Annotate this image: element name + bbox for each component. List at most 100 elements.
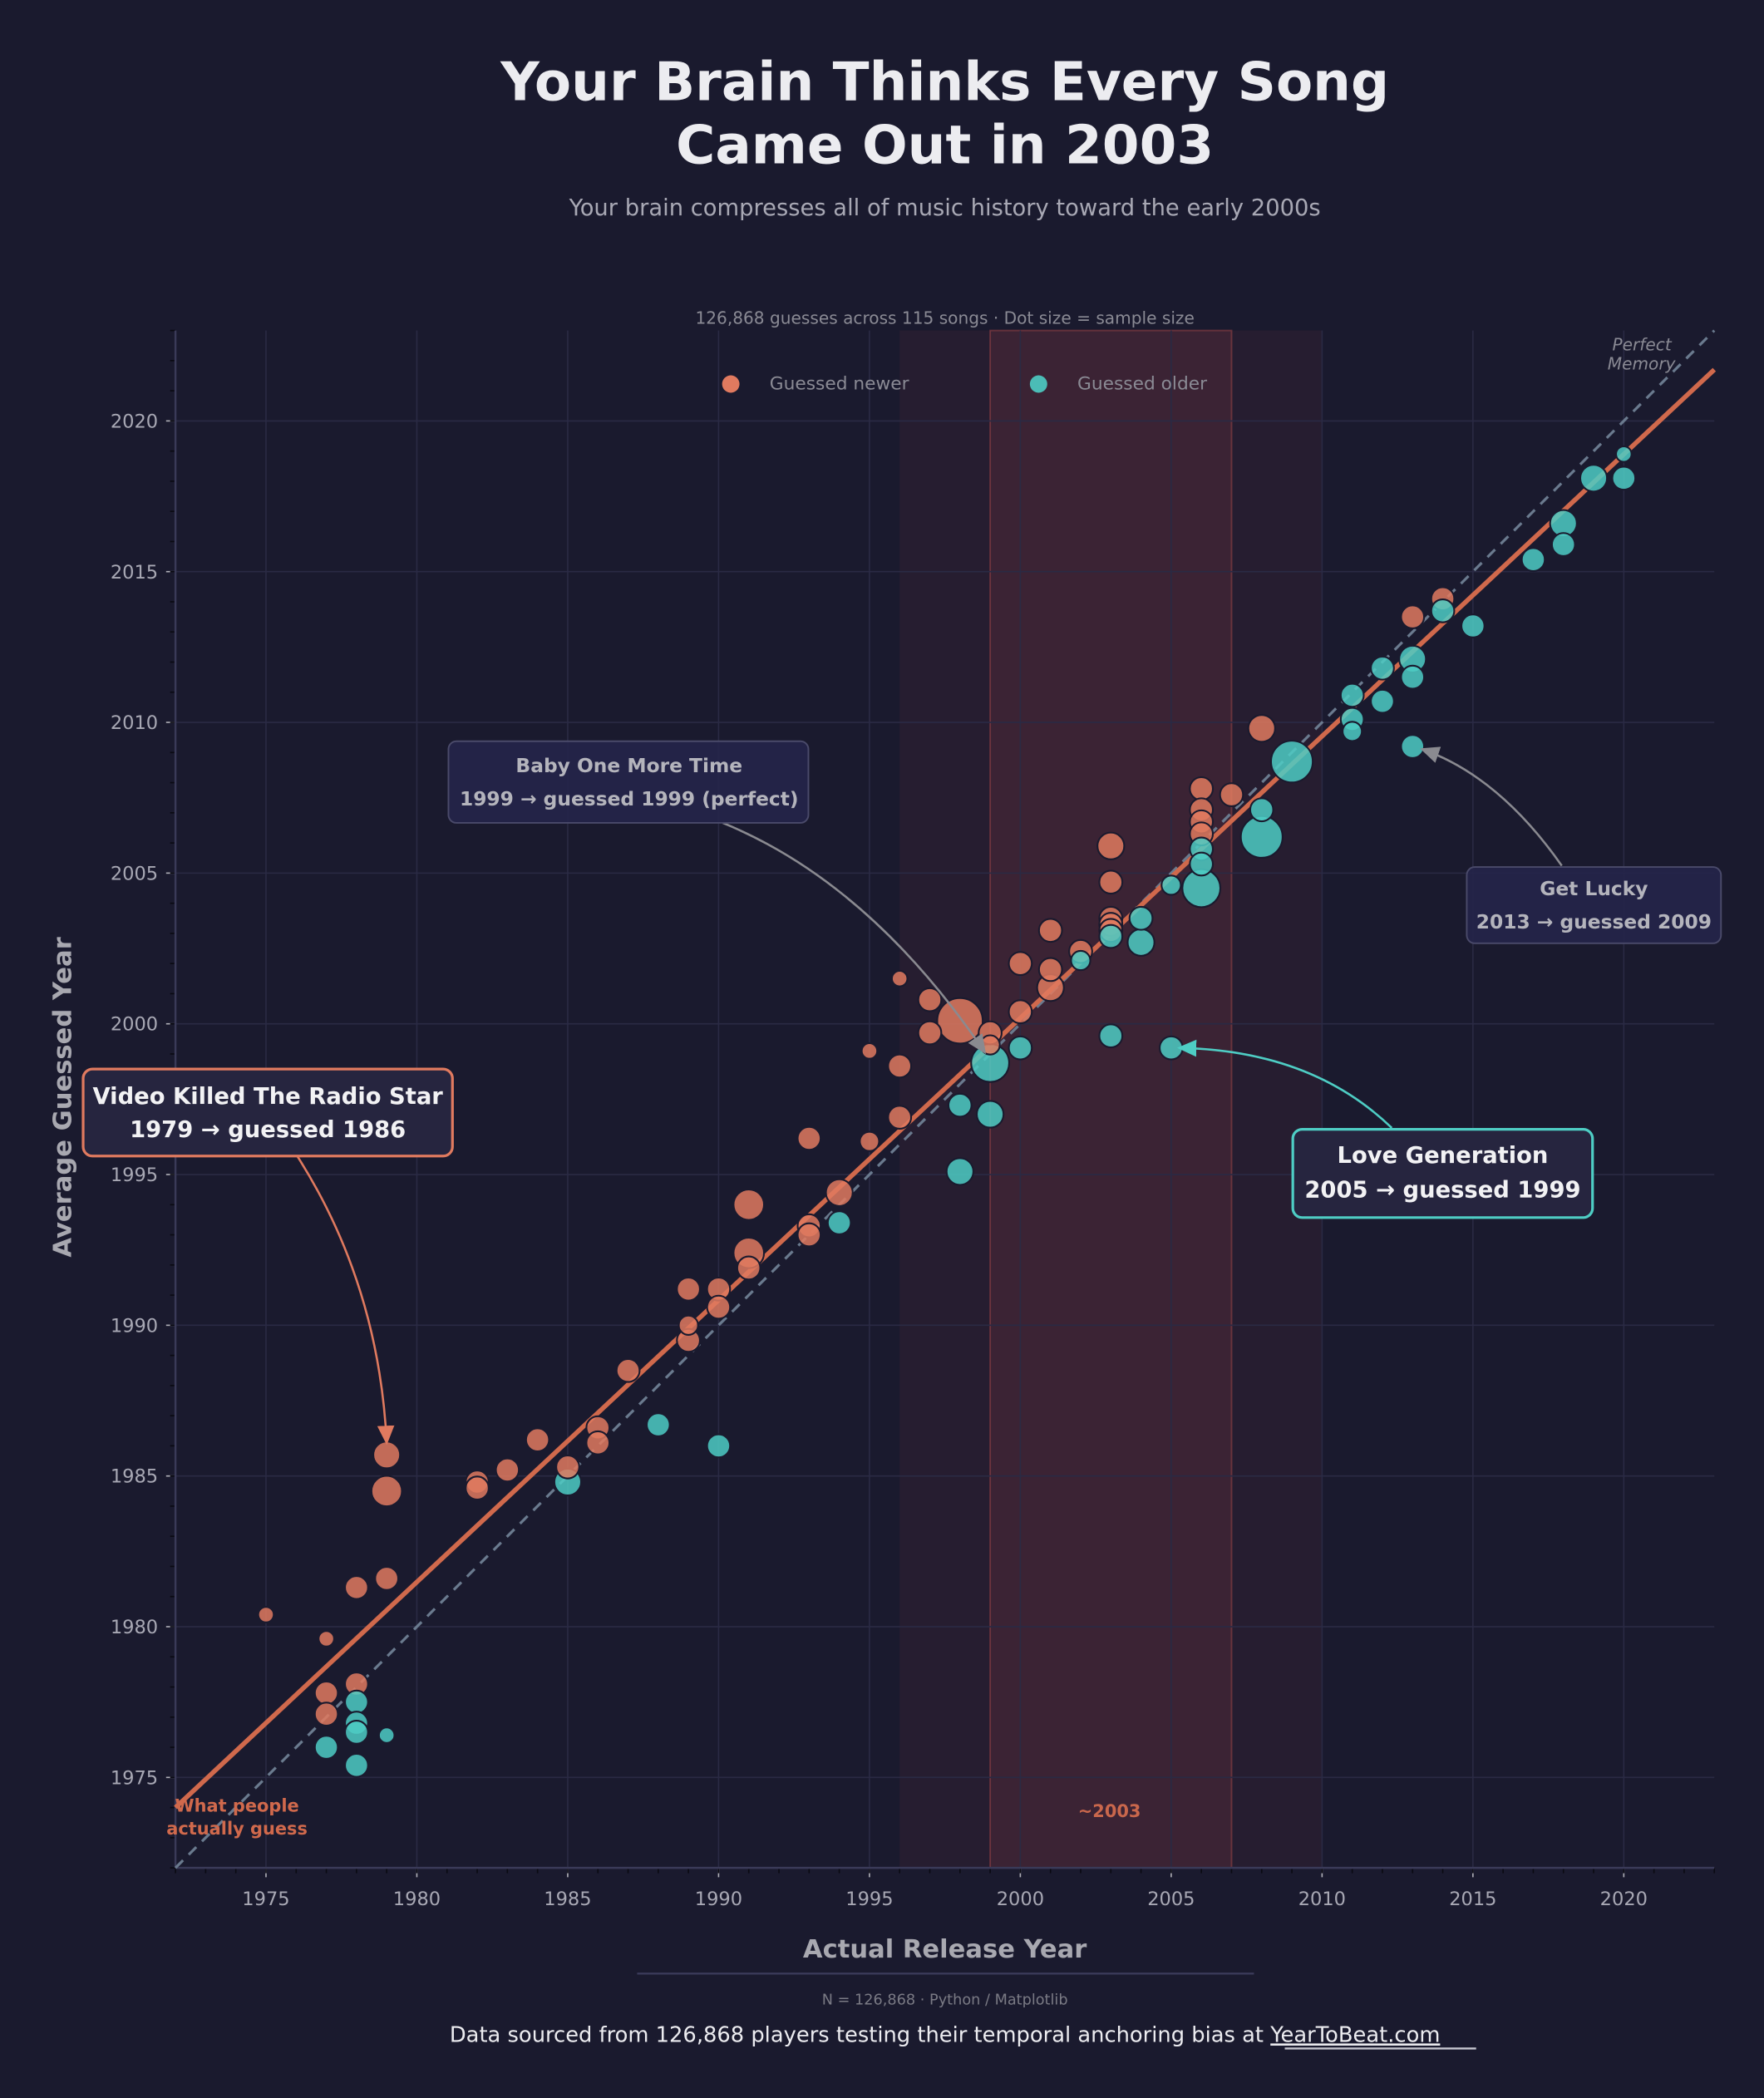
annotation-title: Video Killed The Radio Star bbox=[92, 1084, 443, 1110]
point-guessed-newer bbox=[676, 1276, 702, 1302]
y-tick-label: 2000 bbox=[111, 1014, 158, 1036]
fit-label-2: actually guess bbox=[166, 1819, 308, 1839]
y-tick-label: 1990 bbox=[111, 1315, 158, 1337]
y-axis-label: Average Guessed Year bbox=[49, 937, 78, 1257]
highlight-bands bbox=[899, 329, 1323, 1869]
point-guessed-older bbox=[706, 1433, 732, 1459]
x-tick-label: 2020 bbox=[1600, 1889, 1648, 1910]
point-guessed-older bbox=[1611, 465, 1637, 491]
point-guessed-older bbox=[1128, 905, 1154, 931]
point-guessed-newer bbox=[313, 1680, 339, 1706]
y-tick-label: 2010 bbox=[111, 712, 158, 734]
fit-line bbox=[174, 367, 1717, 1810]
point-guessed-newer bbox=[936, 997, 984, 1045]
point-guessed-newer bbox=[825, 1178, 854, 1207]
point-guessed-newer bbox=[555, 1454, 580, 1480]
annotation-box bbox=[1466, 866, 1722, 944]
title-line-1: Your Brain Thinks Every Song bbox=[500, 52, 1389, 114]
arrow-love bbox=[1176, 1039, 1393, 1129]
point-guessed-newer bbox=[860, 1042, 879, 1060]
point-guessed-newer bbox=[495, 1457, 520, 1483]
point-guessed-newer bbox=[887, 1105, 913, 1130]
arrow-lucky bbox=[1420, 746, 1563, 867]
point-guessed-newer bbox=[890, 969, 909, 987]
annotation-baby: Baby One More Time 1999 → guessed 1999 (… bbox=[447, 740, 810, 824]
annotation-title: Love Generation bbox=[1338, 1143, 1549, 1169]
y-tick-label: 2015 bbox=[111, 562, 158, 584]
point-guessed-newer bbox=[887, 1053, 913, 1079]
point-guessed-newer bbox=[257, 1606, 275, 1623]
point-guessed-newer bbox=[917, 1020, 943, 1046]
point-guessed-newer bbox=[1098, 869, 1124, 895]
point-guessed-older bbox=[343, 1689, 369, 1715]
point-guessed-older bbox=[343, 1720, 369, 1745]
point-guessed-older bbox=[1370, 688, 1395, 714]
y-tick-label: 1980 bbox=[111, 1617, 158, 1638]
point-guessed-newer bbox=[678, 1314, 699, 1336]
footer-note: N = 126,868 · Python / Matplotlib bbox=[822, 1992, 1068, 2008]
point-guessed-newer bbox=[525, 1427, 550, 1453]
source-link[interactable]: YearToBeat.com bbox=[1269, 2022, 1440, 2047]
point-guessed-newer bbox=[465, 1475, 490, 1501]
arrow-baby bbox=[722, 821, 987, 1055]
point-guessed-newer bbox=[343, 1574, 369, 1600]
point-guessed-newer bbox=[1096, 831, 1126, 860]
x-tick-label: 1990 bbox=[695, 1889, 742, 1910]
point-guessed-older bbox=[1370, 655, 1395, 681]
point-guessed-older bbox=[1239, 815, 1284, 859]
point-guessed-newer bbox=[796, 1125, 822, 1151]
point-guessed-newer bbox=[736, 1255, 761, 1281]
point-guessed-newer bbox=[917, 987, 943, 1012]
point-guessed-older bbox=[1070, 949, 1091, 972]
x-tick-label: 1975 bbox=[242, 1889, 289, 1910]
legend-marker-older bbox=[1029, 375, 1047, 393]
point-guessed-older bbox=[1460, 613, 1486, 638]
point-guessed-newer bbox=[859, 1130, 880, 1152]
x-tick-label: 2015 bbox=[1449, 1889, 1496, 1910]
point-guessed-older bbox=[377, 1726, 396, 1744]
annotation-detail: 2013 → guessed 2009 bbox=[1476, 910, 1712, 933]
point-guessed-older bbox=[975, 1100, 1005, 1129]
y-tick-label: 2020 bbox=[111, 411, 158, 432]
perfect-memory-line bbox=[174, 329, 1716, 1869]
annotation-love: Love Generation 2005 → guessed 1999 bbox=[1291, 1127, 1594, 1219]
perfect-label-1: Perfect bbox=[1613, 335, 1673, 355]
legend: Guessed newer Guessed older bbox=[722, 373, 1207, 394]
subtitle: Your brain compresses all of music histo… bbox=[569, 195, 1321, 221]
legend-label-older: Guessed older bbox=[1077, 373, 1207, 394]
source-line: Data sourced from 126,868 players testin… bbox=[450, 2022, 1441, 2047]
point-guessed-older bbox=[945, 1157, 974, 1186]
point-guessed-older bbox=[343, 1752, 369, 1778]
point-guessed-older bbox=[1098, 1023, 1124, 1049]
y-tick-label: 2005 bbox=[111, 863, 158, 884]
point-guessed-older bbox=[1430, 598, 1456, 623]
point-guessed-newer bbox=[372, 1441, 402, 1470]
annotation-box bbox=[81, 1067, 454, 1158]
y-tick-label: 1975 bbox=[111, 1767, 158, 1789]
inner-band bbox=[989, 329, 1233, 1869]
point-guessed-newer bbox=[1008, 951, 1033, 977]
point-guessed-newer bbox=[1400, 604, 1426, 630]
perfect-label-2: Memory bbox=[1608, 353, 1677, 373]
point-guessed-newer bbox=[615, 1357, 641, 1383]
y-tick-label: 1985 bbox=[111, 1466, 158, 1488]
point-guessed-newer bbox=[370, 1475, 403, 1508]
point-guessed-newer bbox=[313, 1702, 339, 1727]
fit-label-1: What people bbox=[175, 1796, 299, 1816]
point-guessed-older bbox=[1614, 445, 1633, 463]
annotation-lucky: Get Lucky 2013 → guessed 2009 bbox=[1466, 866, 1722, 944]
point-guessed-newer bbox=[796, 1222, 822, 1248]
band-label: ~2003 bbox=[1078, 1801, 1141, 1821]
reference-lines bbox=[174, 329, 1717, 1869]
annotation-title: Get Lucky bbox=[1540, 877, 1648, 900]
point-guessed-older bbox=[1550, 532, 1576, 557]
point-guessed-older bbox=[826, 1210, 852, 1235]
x-axis-label: Actual Release Year bbox=[803, 1935, 1086, 1964]
annotation-detail: 2005 → guessed 1999 bbox=[1304, 1178, 1580, 1204]
point-guessed-older bbox=[1098, 923, 1124, 949]
point-guessed-newer bbox=[1037, 918, 1063, 943]
point-guessed-older bbox=[947, 1092, 973, 1118]
point-guessed-newer bbox=[1189, 776, 1215, 801]
annotation-box bbox=[447, 740, 810, 824]
